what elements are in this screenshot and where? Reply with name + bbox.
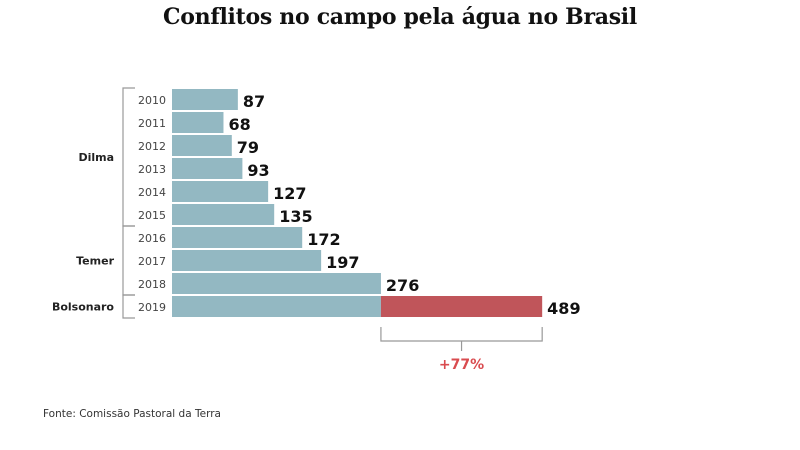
bar-2012 xyxy=(172,135,232,156)
group-label-temer: Temer xyxy=(76,255,114,268)
value-label-2013: 93 xyxy=(247,161,269,180)
year-label-2018: 2018 xyxy=(138,278,166,291)
year-label-2019: 2019 xyxy=(138,301,166,314)
bar-2017 xyxy=(172,250,322,271)
value-label-2010: 87 xyxy=(243,92,265,111)
value-label-2018: 276 xyxy=(386,276,419,295)
group-bracket-temer xyxy=(122,225,135,296)
bar-2010 xyxy=(172,89,238,110)
bar-2019 xyxy=(172,296,381,317)
increase-annotation: +77% xyxy=(439,357,484,373)
value-label-2015: 135 xyxy=(279,207,312,226)
year-label-2017: 2017 xyxy=(138,255,166,268)
bar-increase-2019 xyxy=(380,296,543,317)
year-label-2010: 2010 xyxy=(138,94,166,107)
group-label-bolsonaro: Bolsonaro xyxy=(52,301,114,314)
value-label-2019: 489 xyxy=(547,299,580,318)
year-label-2012: 2012 xyxy=(138,140,166,153)
value-label-2012: 79 xyxy=(237,138,259,157)
group-label-dilma: Dilma xyxy=(78,151,114,164)
bar-2016 xyxy=(172,227,303,248)
group-bracket-bolsonaro xyxy=(122,294,135,319)
bar-2018 xyxy=(172,273,381,294)
year-label-2014: 2014 xyxy=(138,186,166,199)
source-note: Fonte: Comissão Pastoral da Terra xyxy=(43,408,221,420)
value-label-2011: 68 xyxy=(228,115,250,134)
chart-title: Conflitos no campo pela água no Brasil xyxy=(163,4,637,30)
value-label-2016: 172 xyxy=(307,230,340,249)
bar-2014 xyxy=(172,181,269,202)
year-label-2013: 2013 xyxy=(138,163,166,176)
value-label-2017: 197 xyxy=(326,253,359,272)
year-label-2016: 2016 xyxy=(138,232,166,245)
bar-2011 xyxy=(172,112,224,133)
group-bracket-dilma xyxy=(122,87,135,227)
increase-bracket xyxy=(380,327,543,342)
year-label-2011: 2011 xyxy=(138,117,166,130)
bar-2013 xyxy=(172,158,243,179)
year-label-2015: 2015 xyxy=(138,209,166,222)
bar-2015 xyxy=(172,204,275,225)
value-label-2014: 127 xyxy=(273,184,306,203)
